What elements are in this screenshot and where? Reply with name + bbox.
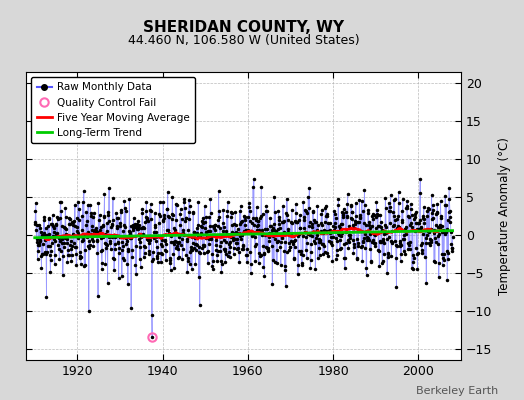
- Legend: Raw Monthly Data, Quality Control Fail, Five Year Moving Average, Long-Term Tren: Raw Monthly Data, Quality Control Fail, …: [31, 77, 195, 143]
- Text: Berkeley Earth: Berkeley Earth: [416, 386, 498, 396]
- Y-axis label: Temperature Anomaly (°C): Temperature Anomaly (°C): [498, 137, 511, 295]
- Title: 44.460 N, 106.580 W (United States): 44.460 N, 106.580 W (United States): [128, 34, 359, 47]
- Text: SHERIDAN COUNTY, WY: SHERIDAN COUNTY, WY: [143, 20, 344, 34]
